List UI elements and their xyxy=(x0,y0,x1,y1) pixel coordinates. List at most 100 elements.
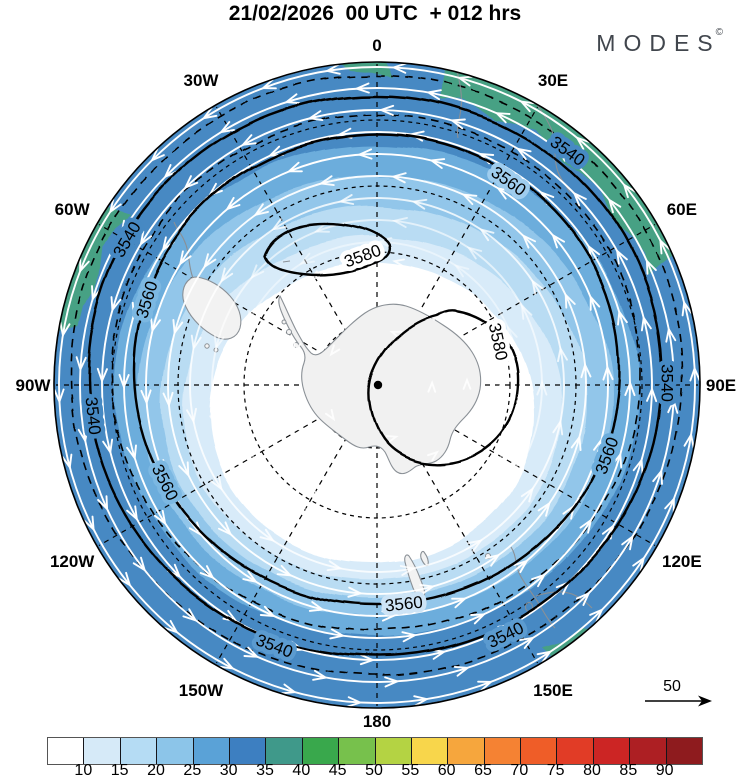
streamline-arrowhead xyxy=(552,419,564,436)
streamline-arrowhead xyxy=(462,377,472,390)
streamline-arrowhead xyxy=(118,373,130,390)
streamline-arrowhead xyxy=(132,556,147,573)
page-title: 21/02/2026 00 UTC + 012 hrs xyxy=(228,2,522,25)
streamline-arrowhead xyxy=(186,407,197,424)
streamline-arrowhead xyxy=(219,121,235,134)
streamline-arrowhead xyxy=(376,236,393,249)
streamline-arrowhead xyxy=(572,191,587,207)
streamline-arrowhead xyxy=(213,334,225,351)
streamline-arrowhead xyxy=(307,486,321,497)
streamline xyxy=(189,197,565,573)
streamline-arrowhead xyxy=(140,389,152,406)
colorbar xyxy=(47,737,703,765)
streamline-arrowhead xyxy=(580,362,592,379)
streamline-arrowhead xyxy=(399,565,416,576)
streamline-arrowhead xyxy=(356,148,373,160)
streamline-arrowhead xyxy=(589,294,601,311)
streamline-arrowhead xyxy=(308,601,326,612)
meridian-label-180: 180 xyxy=(363,712,391,731)
colorbar-cell-15 xyxy=(557,738,594,764)
new-zealand-south-island xyxy=(404,554,426,599)
streamline-arrowhead xyxy=(276,564,293,577)
reference-arrow-label: 50 xyxy=(663,678,681,695)
wind-streamlines xyxy=(54,62,700,708)
colorbar-cell-8 xyxy=(302,738,340,764)
streamline-arrowhead xyxy=(225,196,241,211)
colorbar-cell-14 xyxy=(521,738,558,764)
islet-coast-mark xyxy=(282,260,291,263)
streamline-arrowhead xyxy=(537,501,551,517)
colorbar-cell-5 xyxy=(193,738,230,764)
streamline-arrowhead xyxy=(652,468,663,485)
streamline-arrowhead xyxy=(621,534,634,551)
streamline-arrowhead xyxy=(520,303,533,320)
streamline-arrowhead xyxy=(306,530,324,542)
streamline-arrowhead xyxy=(188,521,203,537)
streamline-arrowhead xyxy=(401,631,418,643)
streamline-arrowhead xyxy=(520,486,534,503)
streamline-arrowhead xyxy=(97,495,109,512)
meridian-line xyxy=(215,106,348,334)
streamline-arrowhead xyxy=(521,233,537,249)
streamline-arrowhead xyxy=(570,434,582,452)
streamline-arrowhead xyxy=(321,512,338,524)
streamline-arrowhead xyxy=(385,544,402,556)
streamline-arrowhead xyxy=(150,316,161,334)
colorbar-tick-70: 70 xyxy=(510,762,529,779)
colorbar-tick-35: 35 xyxy=(256,762,274,779)
meridian-line xyxy=(215,436,348,664)
colorbar-tick-85: 85 xyxy=(619,762,638,779)
meridian-label-120E: 120E xyxy=(662,552,702,571)
streamline-arrowhead xyxy=(257,335,266,349)
meridian-line xyxy=(406,436,539,664)
colorbar-cell-16 xyxy=(593,738,631,764)
meridian-label-30W: 30W xyxy=(184,71,220,90)
streamline-arrowhead xyxy=(381,610,398,622)
streamline-arrowhead xyxy=(392,258,405,268)
streamline-arrowhead xyxy=(163,164,179,179)
small-island xyxy=(281,319,287,325)
small-island xyxy=(204,343,210,349)
streamline-arrowhead xyxy=(531,278,544,295)
meridian-label-90E: 90E xyxy=(706,376,736,395)
streamline-arrowhead xyxy=(338,194,355,205)
streamline-arrowhead xyxy=(683,432,695,449)
copyright-mark: © xyxy=(715,27,723,39)
streamline-arrowhead xyxy=(428,158,446,169)
streamline-arrowhead xyxy=(102,438,114,455)
streamline-arrowhead xyxy=(117,571,132,588)
map-boundary-circle xyxy=(53,61,701,709)
streamline-arrowhead xyxy=(564,292,576,309)
streamline-arrowhead xyxy=(182,608,198,622)
streamline-arrowhead xyxy=(228,390,240,407)
streamline-arrowhead xyxy=(456,75,474,87)
streamline-arrowhead xyxy=(253,203,269,217)
colorbar-tick-25: 25 xyxy=(183,762,202,779)
streamline-arrowhead xyxy=(466,246,483,260)
streamline-arrowhead xyxy=(83,515,95,532)
streamline-arrowhead xyxy=(389,330,403,340)
streamline-arrowhead xyxy=(413,695,430,707)
reference-arrow-head xyxy=(698,695,712,707)
meridian-line xyxy=(98,414,326,547)
streamline-arrowhead xyxy=(250,264,265,280)
streamline-arrowhead xyxy=(615,248,628,265)
streamline-arrowhead xyxy=(471,478,486,493)
colorbar-tick-45: 45 xyxy=(328,762,347,779)
colorbar-cell-4 xyxy=(157,738,194,764)
meridian-label-30E: 30E xyxy=(538,71,568,90)
meridian-label-150E: 150E xyxy=(533,681,573,700)
south-america-tip xyxy=(182,276,242,340)
streamline-arrowhead xyxy=(201,107,218,120)
colorbar-tick-10: 10 xyxy=(74,762,93,779)
streamline-arrowhead xyxy=(255,464,270,480)
streamline-arrowhead xyxy=(108,198,122,215)
australia-coast-fragment xyxy=(535,591,593,609)
streamline-arrowhead xyxy=(329,344,341,357)
streamline-arrowhead xyxy=(286,161,303,173)
streamline-arrowhead xyxy=(536,379,548,396)
streamline-arrowhead xyxy=(139,230,153,247)
streamline-arrowhead xyxy=(220,267,234,284)
